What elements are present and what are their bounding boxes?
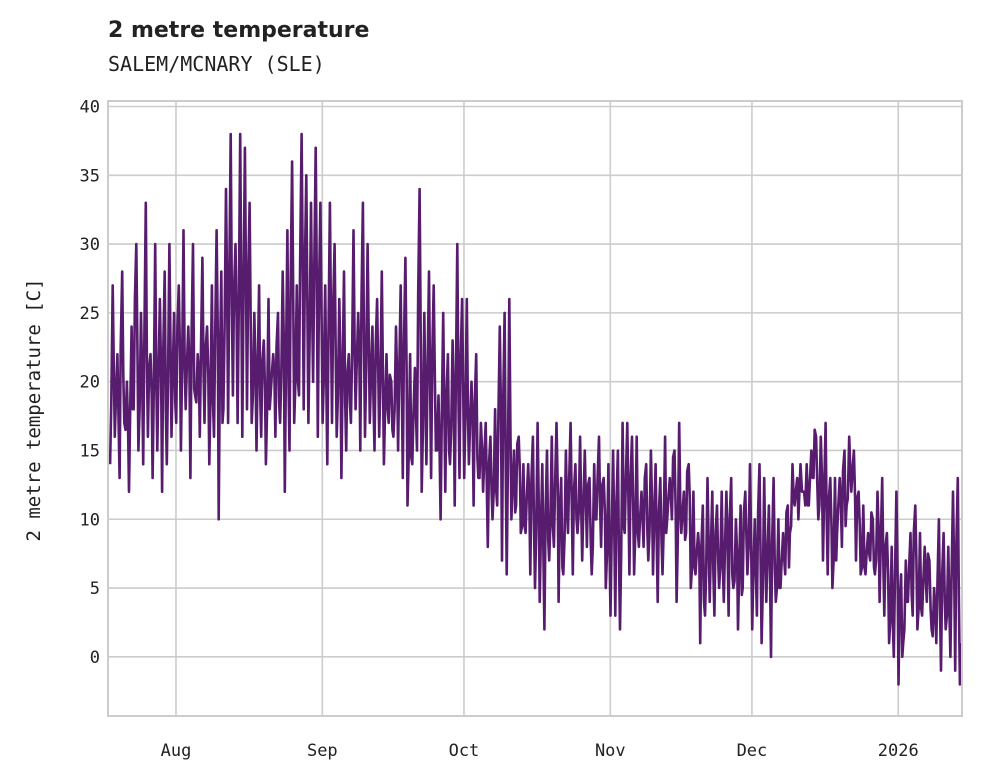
temperature-line [108, 132, 963, 686]
y-tick-label: 35 [80, 166, 100, 186]
y-tick-label: 5 [90, 579, 100, 599]
tick-labels: 0 5 10 15 20 25 30 35 40 Aug Sep Oct Nov Dec 2026 [80, 98, 919, 761]
y-tick-label: 0 [90, 648, 100, 668]
x-tick-label: Dec [737, 741, 768, 761]
grid [108, 101, 962, 716]
x-tick-label: Oct [449, 741, 480, 761]
x-tick-label: Nov [595, 741, 626, 761]
y-tick-label: 10 [80, 510, 100, 530]
y-axis-label: 2 metre temperature [C] [23, 278, 45, 541]
y-tick-label: 15 [80, 441, 100, 461]
y-tick-label: 40 [80, 98, 100, 118]
chart-subtitle: SALEM/MCNARY (SLE) [108, 52, 325, 76]
x-tick-label: Aug [161, 741, 192, 761]
x-tick-label: Sep [307, 741, 338, 761]
chart-title: 2 metre temperature [108, 18, 370, 43]
y-tick-label: 30 [80, 235, 100, 255]
x-tick-label: 2026 [878, 741, 919, 761]
plot-frame [107, 100, 963, 717]
y-tick-label: 20 [80, 373, 100, 393]
y-tick-label: 25 [80, 304, 100, 324]
